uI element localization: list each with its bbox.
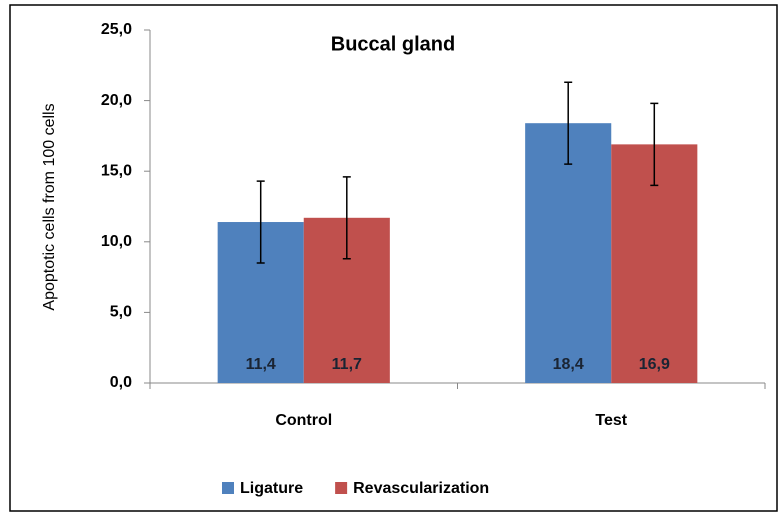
- y-tick-label: 10,0: [101, 233, 132, 250]
- legend-label: Ligature: [240, 480, 303, 497]
- error-bar: [342, 176, 351, 260]
- data-label: 18,4: [553, 356, 584, 373]
- error-bar: [650, 102, 659, 187]
- y-tick-label: 5,0: [110, 304, 132, 321]
- bar: [525, 123, 612, 383]
- legend-swatch: [222, 482, 234, 494]
- y-tick-label: 25,0: [101, 21, 132, 38]
- legend-swatch: [335, 482, 348, 494]
- y-axis-label: Apoptotic cells from 100 cells: [41, 103, 58, 310]
- y-tick-label: 0,0: [110, 374, 132, 391]
- chart-title: Buccal gland: [331, 33, 455, 55]
- error-bar: [564, 81, 573, 165]
- legend-label: Revascularization: [353, 480, 489, 497]
- x-tick-label: Control: [275, 412, 332, 429]
- y-tick-label: 20,0: [101, 92, 132, 109]
- x-tick-label: Test: [595, 412, 627, 429]
- error-bar: [256, 180, 265, 264]
- data-label: 11,4: [246, 356, 276, 373]
- data-label: 16,9: [639, 356, 670, 373]
- data-label: 11,7: [332, 356, 362, 373]
- y-tick-label: 15,0: [101, 162, 132, 179]
